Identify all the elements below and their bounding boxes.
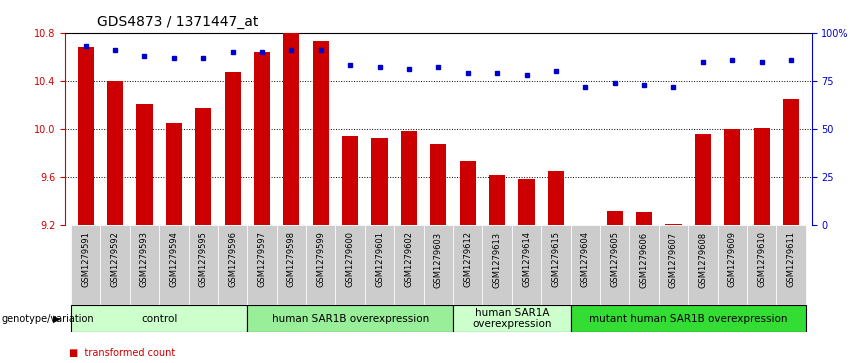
Text: GSM1279594: GSM1279594 [169,232,178,287]
Bar [401,131,417,225]
Bar [460,161,476,225]
Bar [570,225,600,305]
Bar [600,225,629,305]
Text: ▶: ▶ [53,314,61,323]
Bar [247,305,453,332]
Bar [424,225,453,305]
Bar [783,99,799,225]
Text: GSM1279609: GSM1279609 [727,232,737,287]
Text: GSM1279593: GSM1279593 [140,232,149,287]
Bar [512,225,542,305]
Bar [71,305,247,332]
Text: GSM1279608: GSM1279608 [699,232,707,287]
Text: GSM1279605: GSM1279605 [610,232,619,287]
Text: GSM1279602: GSM1279602 [404,232,413,287]
Bar [453,305,570,332]
Bar [636,212,652,225]
Text: GSM1279612: GSM1279612 [464,232,472,287]
Text: GSM1279610: GSM1279610 [757,232,766,287]
Text: GSM1279600: GSM1279600 [345,232,355,287]
Text: GSM1279613: GSM1279613 [493,232,502,287]
Text: GSM1279591: GSM1279591 [82,232,90,287]
Text: GSM1279595: GSM1279595 [199,232,207,287]
Bar [283,33,299,225]
Bar [776,225,806,305]
Bar [570,305,806,332]
Bar [747,225,776,305]
Text: ■  transformed count: ■ transformed count [69,347,175,358]
Text: human SAR1A
overexpression: human SAR1A overexpression [472,308,551,329]
Text: genotype/variation: genotype/variation [2,314,95,323]
Bar [225,72,240,225]
Bar [694,134,711,225]
Bar [77,47,94,225]
Bar [136,103,153,225]
Bar [718,225,747,305]
Bar [659,225,688,305]
Bar [335,225,365,305]
Bar [312,41,329,225]
Bar [129,225,159,305]
Bar [166,123,182,225]
Bar [365,225,394,305]
Text: human SAR1B overexpression: human SAR1B overexpression [272,314,429,323]
Bar [753,128,770,225]
Bar [483,225,512,305]
Bar [107,81,123,225]
Bar [548,171,564,225]
Text: GSM1279596: GSM1279596 [228,232,237,287]
Bar [342,136,358,225]
Text: GDS4873 / 1371447_at: GDS4873 / 1371447_at [97,15,259,29]
Text: GSM1279592: GSM1279592 [110,232,120,287]
Bar [71,225,101,305]
Text: control: control [141,314,177,323]
Text: mutant human SAR1B overexpression: mutant human SAR1B overexpression [589,314,787,323]
Bar [195,109,211,225]
Bar [489,175,505,225]
Bar [306,225,335,305]
Bar [218,225,247,305]
Text: GSM1279611: GSM1279611 [786,232,795,287]
Text: GSM1279606: GSM1279606 [640,232,648,287]
Bar [724,129,740,225]
Text: GSM1279597: GSM1279597 [258,232,266,287]
Text: GSM1279603: GSM1279603 [434,232,443,287]
Text: GSM1279598: GSM1279598 [287,232,296,287]
Bar [247,225,277,305]
Bar [277,225,306,305]
Bar [431,144,446,225]
Text: GSM1279614: GSM1279614 [522,232,531,287]
Bar [394,225,424,305]
Bar [254,52,270,225]
Bar [518,179,535,225]
Bar [607,211,622,225]
Bar [629,225,659,305]
Bar [159,225,188,305]
Text: GSM1279599: GSM1279599 [316,232,326,287]
Text: GSM1279601: GSM1279601 [375,232,384,287]
Bar [688,225,718,305]
Text: GSM1279604: GSM1279604 [581,232,589,287]
Text: GSM1279615: GSM1279615 [551,232,561,287]
Bar [453,225,483,305]
Bar [101,225,129,305]
Bar [542,225,570,305]
Bar [188,225,218,305]
Bar [372,139,388,225]
Text: GSM1279607: GSM1279607 [669,232,678,287]
Bar [666,224,681,225]
